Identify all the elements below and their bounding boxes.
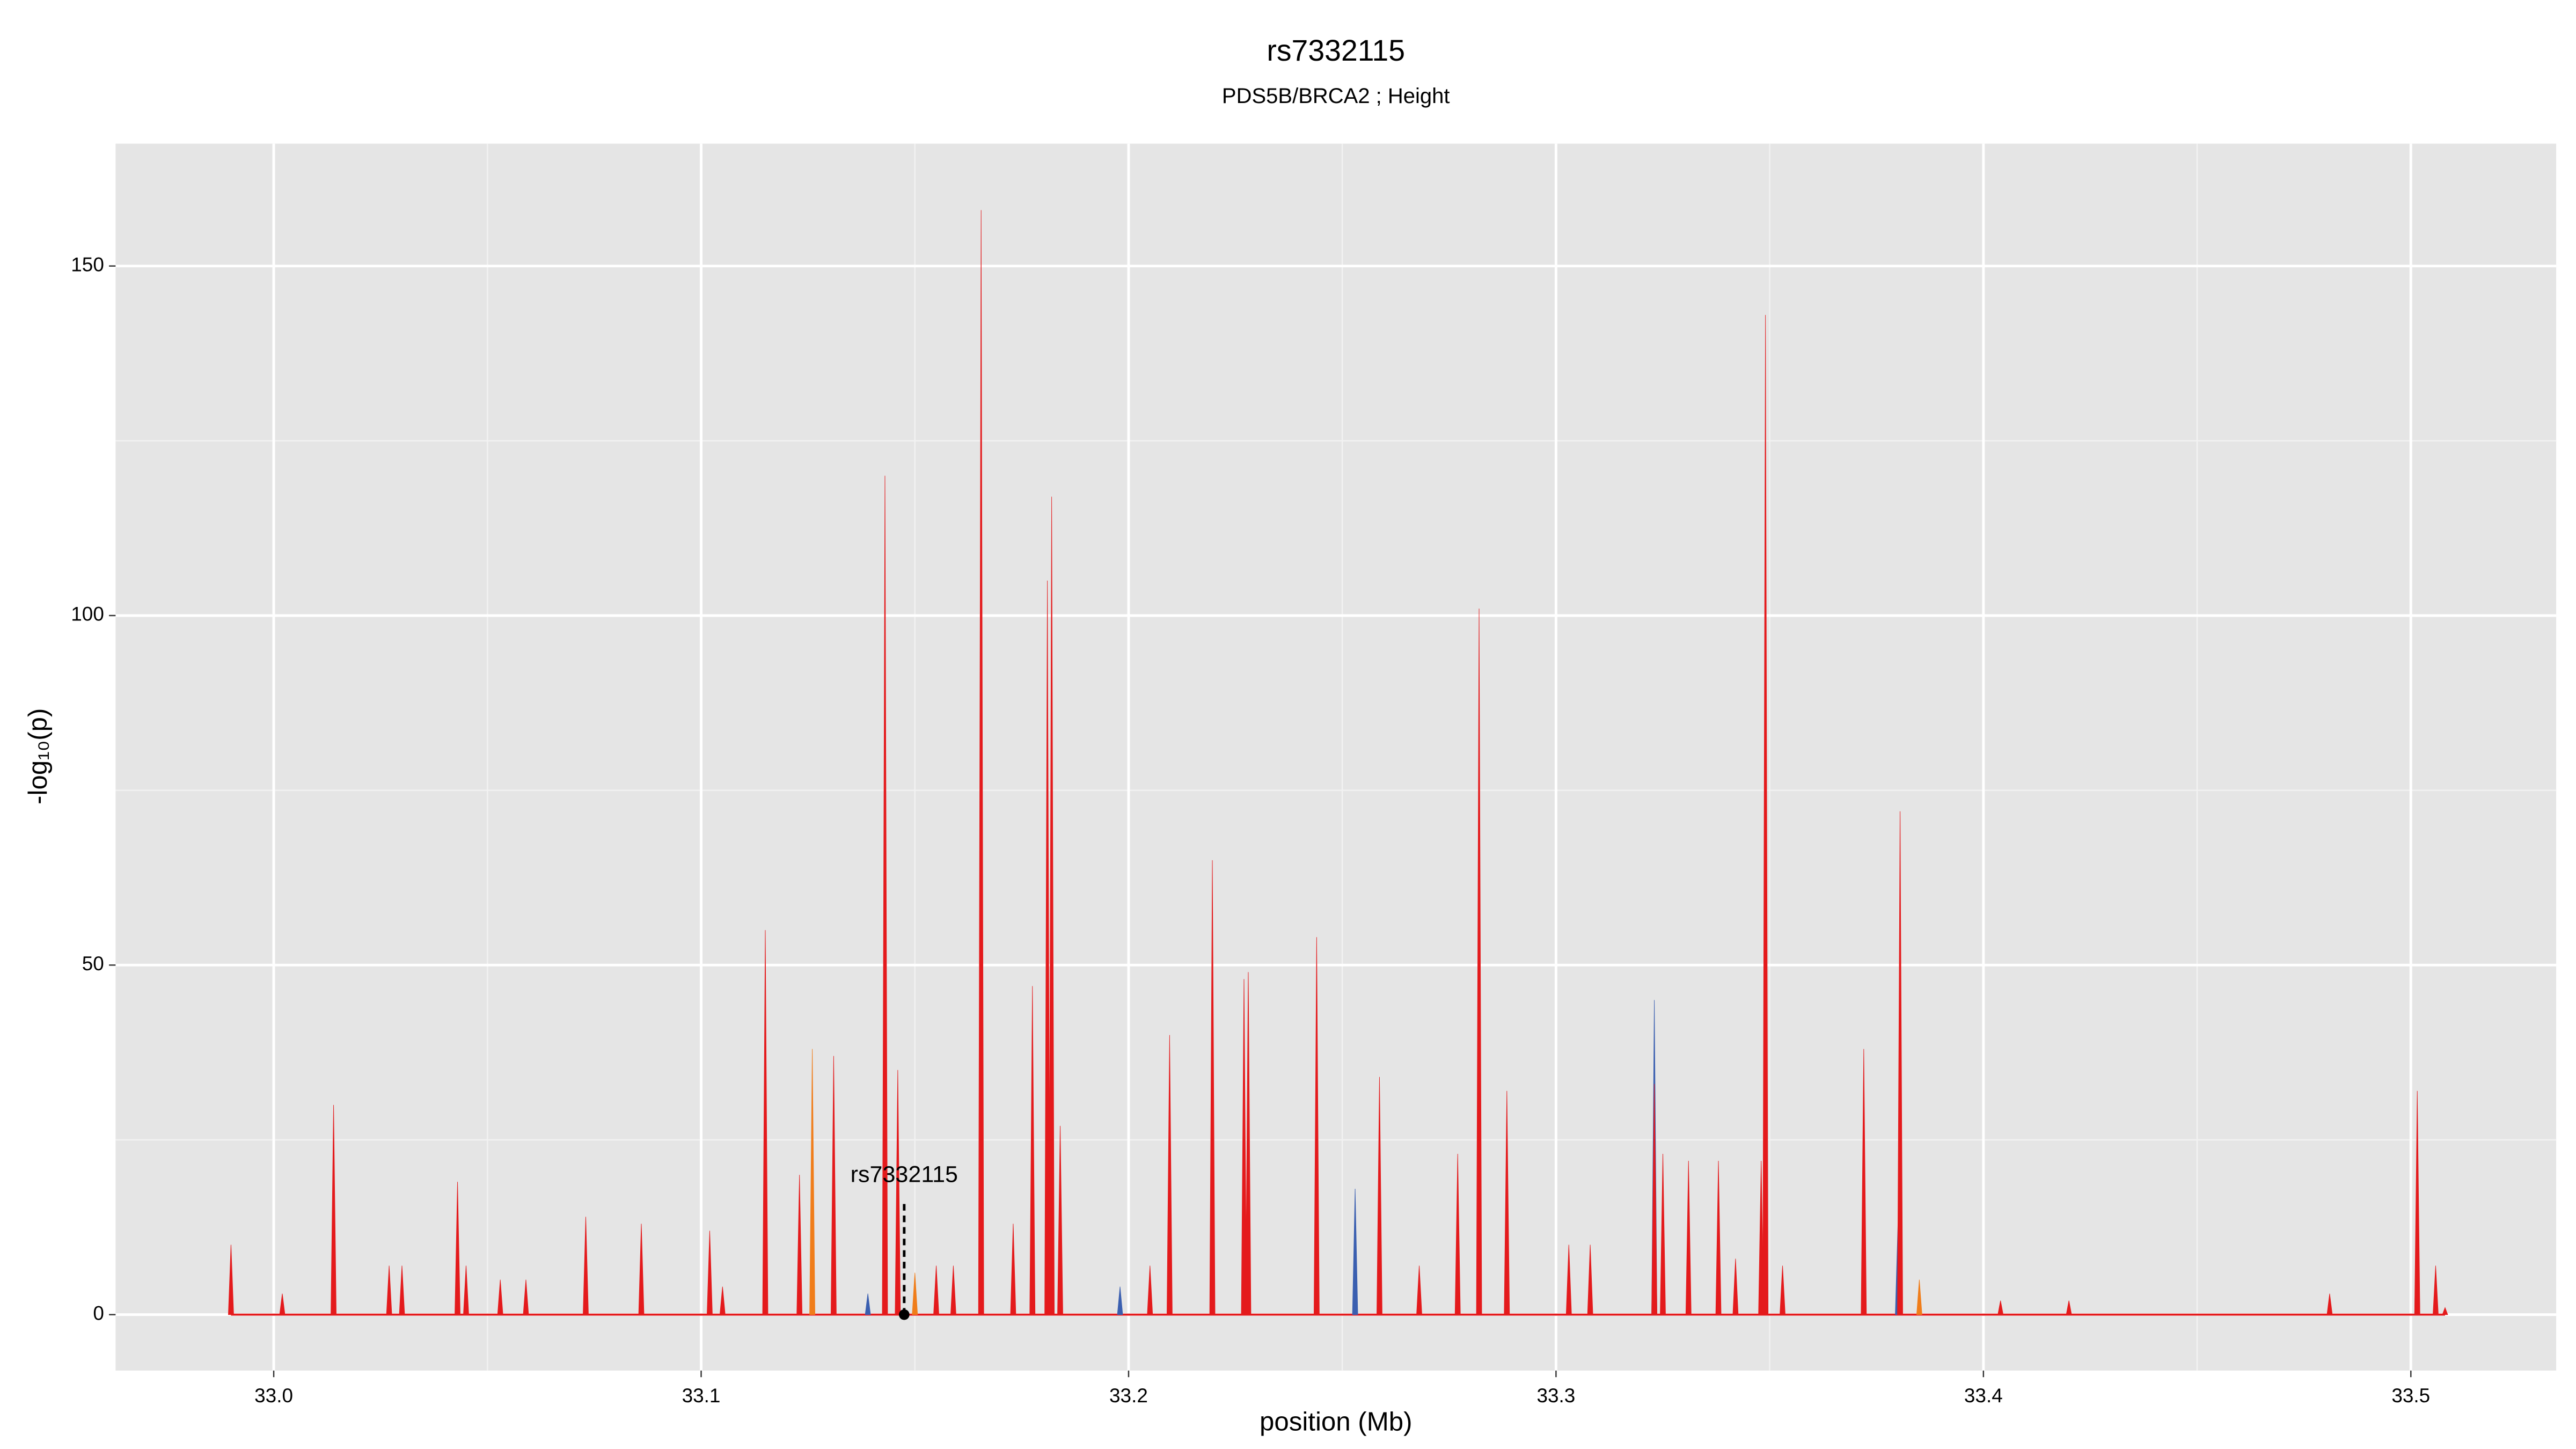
plot-panel xyxy=(115,143,2557,1371)
spike xyxy=(331,1104,336,1315)
spike xyxy=(1897,811,1903,1315)
spike xyxy=(809,1049,815,1315)
x-axis-label: position (Mb) xyxy=(1260,1407,1412,1436)
spike xyxy=(1352,1189,1358,1315)
spike xyxy=(1504,1091,1510,1315)
spike xyxy=(1314,937,1320,1315)
spike xyxy=(1916,1279,1922,1315)
x-tick-label: 33.4 xyxy=(1964,1385,2003,1407)
annotation-label: rs7332115 xyxy=(851,1162,958,1188)
spike xyxy=(831,1056,837,1315)
spike xyxy=(1044,580,1051,1315)
spike xyxy=(707,1231,713,1315)
spike xyxy=(228,1245,234,1315)
spike xyxy=(1715,1161,1722,1315)
marks xyxy=(228,210,2448,1316)
x-tick-label: 33.1 xyxy=(682,1385,721,1407)
x-tick-label: 33.0 xyxy=(254,1385,293,1407)
spike xyxy=(1049,496,1055,1315)
spike xyxy=(386,1265,392,1315)
spike xyxy=(933,1265,939,1315)
spike xyxy=(399,1265,405,1315)
spike xyxy=(1476,608,1482,1315)
spike xyxy=(2326,1293,2333,1315)
spike xyxy=(1010,1224,1016,1315)
spike xyxy=(1377,1077,1382,1315)
spike xyxy=(1029,986,1036,1315)
spike xyxy=(455,1182,460,1315)
y-tick-label: 0 xyxy=(93,1302,104,1324)
x-tick-label: 33.5 xyxy=(2391,1385,2430,1407)
spike xyxy=(1587,1245,1593,1315)
spike xyxy=(1660,1154,1666,1315)
spike xyxy=(796,1175,803,1315)
spike xyxy=(865,1293,871,1315)
spike xyxy=(1241,979,1247,1315)
spike xyxy=(1057,1125,1063,1315)
spike xyxy=(950,1265,956,1315)
spike xyxy=(882,475,888,1315)
spike xyxy=(2414,1091,2420,1315)
spike xyxy=(1167,1035,1173,1315)
x-tick-label: 33.3 xyxy=(1536,1385,1575,1407)
y-tick-label: 100 xyxy=(71,603,104,625)
spike xyxy=(583,1217,589,1315)
spike xyxy=(1758,1161,1765,1315)
spike xyxy=(1762,314,1769,1315)
spike xyxy=(719,1286,726,1315)
spike xyxy=(1651,1084,1657,1315)
spike xyxy=(279,1293,286,1315)
spike xyxy=(497,1279,503,1315)
spike xyxy=(1780,1265,1785,1315)
spike xyxy=(1732,1258,1739,1315)
y-tick-label: 150 xyxy=(71,253,104,275)
grid xyxy=(115,143,2557,1371)
spike xyxy=(912,1272,918,1315)
chart-subtitle: PDS5B/BRCA2 ; Height xyxy=(1222,84,1450,108)
spike xyxy=(2433,1265,2439,1315)
spike xyxy=(638,1224,645,1315)
x-tick-label: 33.2 xyxy=(1109,1385,1148,1407)
spike xyxy=(463,1265,469,1315)
spike xyxy=(1685,1161,1692,1315)
annotation-point xyxy=(898,1309,910,1320)
spike xyxy=(1454,1154,1461,1315)
spike xyxy=(523,1279,529,1315)
chart-title: rs7332115 xyxy=(1267,34,1405,67)
spike xyxy=(978,210,984,1315)
spike xyxy=(762,930,769,1315)
spike xyxy=(1997,1300,2004,1315)
spike xyxy=(1565,1245,1572,1315)
spike xyxy=(895,1070,901,1315)
spike xyxy=(2066,1300,2072,1315)
y-tick-label: 50 xyxy=(82,953,104,975)
spike xyxy=(1117,1286,1123,1315)
spike xyxy=(1245,972,1252,1315)
spike xyxy=(1416,1265,1422,1315)
spike xyxy=(2442,1307,2448,1315)
y-axis-label: -log₁₀(p) xyxy=(23,708,53,804)
spike xyxy=(1147,1265,1153,1315)
spike xyxy=(1209,860,1216,1315)
spike xyxy=(1861,1049,1867,1315)
